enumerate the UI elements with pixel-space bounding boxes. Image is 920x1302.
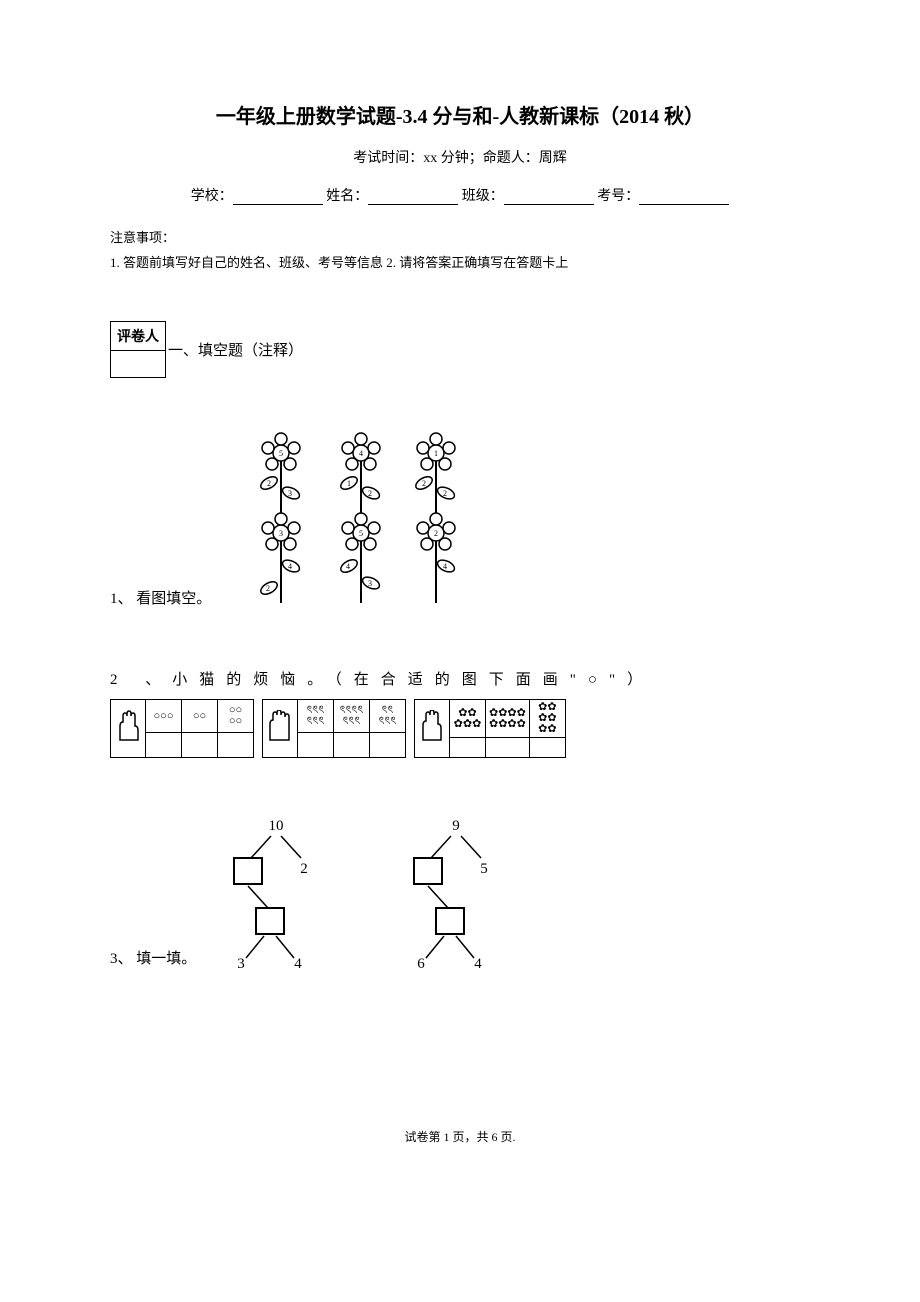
q2-answer-cell[interactable] [146,733,182,758]
notice-title: 注意事项： [110,227,810,246]
q2-cell: ৎৎৎৎ ৎৎৎ [334,700,370,733]
q2-group-1: ○○○ ○○ ○○ ○○ [110,699,254,758]
svg-text:2: 2 [266,584,270,593]
svg-text:4: 4 [359,449,363,458]
tree-bl: 6 [418,956,426,968]
student-info-line: 学校： 姓名： 班级： 考号： [110,185,810,205]
q2-answer-cell[interactable] [529,738,565,758]
tree-right: 2 [301,861,309,877]
svg-text:3: 3 [279,529,283,538]
q2-cell: ○○ [182,700,218,733]
q2-cell: ৎৎৎ ৎৎৎ [298,700,334,733]
q2-cell: ○○○ [146,700,182,733]
q2-answer-cell[interactable] [218,733,254,758]
svg-text:2: 2 [368,489,372,498]
q2-cell: ○○ ○○ [218,700,254,733]
question-2: 2 、小猫的烦恼。（在合适的图下面画"○"） ○○○ ○○ ○○ ○○ [110,668,810,758]
svg-text:1: 1 [434,449,438,458]
svg-text:3: 3 [288,489,292,498]
q2-answer-cell[interactable] [298,733,334,758]
svg-text:4: 4 [443,562,447,571]
q3-trees: 10 2 3 4 9 5 [216,818,516,968]
class-label: 班级： [462,189,504,204]
school-label: 学校： [191,189,233,204]
q2-cell: ✿✿ ✿✿ ✿✿ [529,700,565,738]
page-footer: 试卷第 1 页，共 6 页. [110,1128,810,1145]
q3-label: 3、 填一填。 [110,947,196,968]
class-blank[interactable] [504,191,594,205]
tree-top: 10 [269,818,284,834]
tree-right: 5 [481,861,489,877]
svg-text:3: 3 [368,579,372,588]
svg-text:1: 1 [347,479,351,488]
q1-label: 1、 看图填空。 [110,587,211,608]
hand-icon [263,700,298,758]
section-1-title: 一、填空题（注释） [168,321,303,360]
tree-box[interactable] [414,858,442,884]
q2-group-2: ৎৎৎ ৎৎৎ ৎৎৎৎ ৎৎৎ ৎৎ ৎৎৎ [262,699,406,758]
question-3: 3、 填一填。 10 2 3 4 9 5 [110,818,810,968]
grader-blank[interactable] [111,351,165,377]
hand-icon [415,700,450,758]
svg-text:2: 2 [443,489,447,498]
tree-top: 9 [453,818,461,834]
question-1: 1、 看图填空。 [110,428,810,608]
q2-cell: ৎৎ ৎৎৎ [370,700,406,733]
q2-answer-cell[interactable] [450,738,486,758]
q2-cell: ✿✿✿✿ ✿✿✿✿ [486,700,530,738]
section-1-header: 评卷人 一、填空题（注释） [110,321,810,378]
svg-text:5: 5 [279,449,283,458]
tree-br: 4 [475,956,483,968]
grader-box: 评卷人 [110,321,166,378]
q2-body: 小猫的烦恼。（在合适的图下面画"○"） [172,672,654,688]
tree-box[interactable] [436,908,464,934]
svg-text:5: 5 [359,529,363,538]
tree-bl: 3 [238,956,246,968]
q2-answer-cell[interactable] [370,733,406,758]
q2-groups: ○○○ ○○ ○○ ○○ ৎৎৎ ৎৎৎ ৎৎৎৎ ৎৎৎ ৎৎ ৎৎৎ [110,699,810,758]
q2-answer-cell[interactable] [334,733,370,758]
grader-label: 评卷人 [111,322,165,351]
svg-text:2: 2 [422,479,426,488]
q2-label-prefix: 2 、 [110,672,172,688]
hand-icon [111,700,146,758]
tree-box[interactable] [234,858,262,884]
tree-diagram: 9 5 6 4 [396,818,516,968]
name-blank[interactable] [368,191,458,205]
tree-br: 4 [295,956,303,968]
q2-answer-cell[interactable] [182,733,218,758]
q2-cell: ✿✿ ✿✿✿ [450,700,486,738]
q1-flowers-image: 5 2 3 [221,428,471,608]
q2-group-3: ✿✿ ✿✿✿ ✿✿✿✿ ✿✿✿✿ ✿✿ ✿✿ ✿✿ [414,699,566,758]
notice-body: 1. 答题前填写好自己的姓名、班级、考号等信息 2. 请将答案正确填写在答题卡上 [110,252,810,271]
examno-blank[interactable] [639,191,729,205]
tree-diagram: 10 2 3 4 [216,818,336,968]
school-blank[interactable] [233,191,323,205]
q2-answer-cell[interactable] [486,738,530,758]
svg-text:2: 2 [267,479,271,488]
svg-text:4: 4 [288,562,292,571]
tree-box[interactable] [256,908,284,934]
svg-text:4: 4 [346,562,350,571]
examno-label: 考号： [597,189,639,204]
q2-text: 2 、小猫的烦恼。（在合适的图下面画"○"） [110,668,810,689]
name-label: 姓名： [326,189,368,204]
svg-text:2: 2 [434,529,438,538]
page-title: 一年级上册数学试题-3.4 分与和-人教新课标（2014 秋） [110,100,810,129]
exam-subtitle: 考试时间：xx 分钟；命题人：周辉 [110,147,810,167]
